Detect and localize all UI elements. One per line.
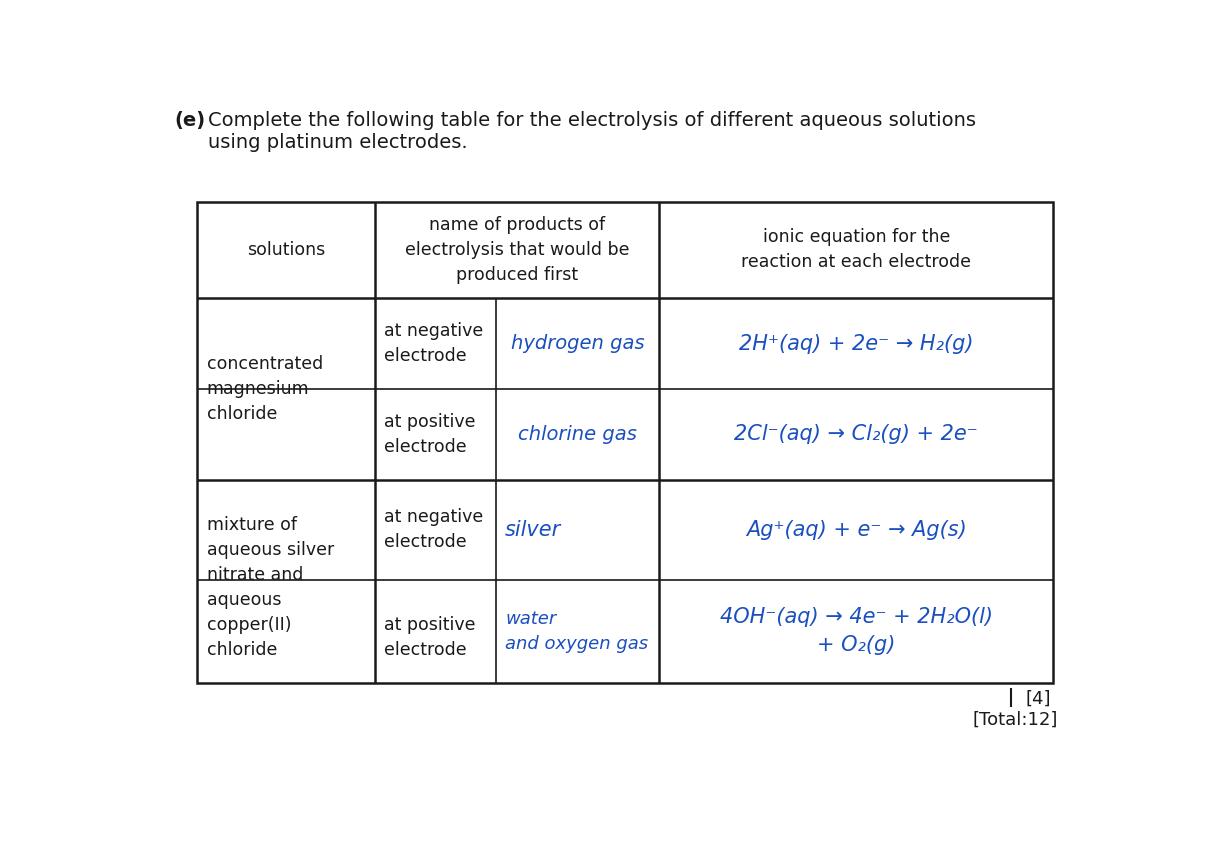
Text: Ag⁺(aq) + e⁻ → Ag(s): Ag⁺(aq) + e⁻ → Ag(s)	[745, 520, 966, 540]
Text: at positive
electrode: at positive electrode	[384, 413, 476, 456]
Text: hydrogen gas: hydrogen gas	[511, 334, 644, 353]
Bar	[198, 202, 1053, 683]
Text: water
and oxygen gas: water and oxygen gas	[505, 610, 648, 653]
Text: at negative
electrode: at negative electrode	[384, 322, 483, 365]
Text: concentrated
magnesium
chloride: concentrated magnesium chloride	[206, 355, 323, 423]
Text: at positive
electrode: at positive electrode	[384, 616, 476, 659]
Text: [4]: [4]	[1025, 689, 1050, 707]
Text: solutions: solutions	[248, 241, 326, 259]
Text: at negative
electrode: at negative electrode	[384, 508, 483, 551]
Text: 4OH⁻(aq) → 4e⁻ + 2H₂O(l)
+ O₂(g): 4OH⁻(aq) → 4e⁻ + 2H₂O(l) + O₂(g)	[720, 607, 993, 655]
Text: name of products of
electrolysis that would be
produced first: name of products of electrolysis that wo…	[405, 216, 630, 284]
Text: mixture of
aqueous silver
nitrate and
aqueous
copper(II)
chloride: mixture of aqueous silver nitrate and aq…	[206, 516, 334, 659]
Text: (e): (e)	[174, 111, 205, 130]
Text: ionic equation for the
reaction at each electrode: ionic equation for the reaction at each …	[742, 229, 971, 271]
Text: 2H⁺(aq) + 2e⁻ → H₂(g): 2H⁺(aq) + 2e⁻ → H₂(g)	[739, 334, 974, 354]
Text: Complete the following table for the electrolysis of different aqueous solutions: Complete the following table for the ele…	[209, 111, 976, 152]
Text: [Total:12]: [Total:12]	[972, 711, 1058, 729]
Text: chlorine gas: chlorine gas	[518, 425, 637, 444]
Text: 2Cl⁻(aq) → Cl₂(g) + 2e⁻: 2Cl⁻(aq) → Cl₂(g) + 2e⁻	[734, 424, 978, 445]
Text: silver: silver	[505, 520, 561, 540]
